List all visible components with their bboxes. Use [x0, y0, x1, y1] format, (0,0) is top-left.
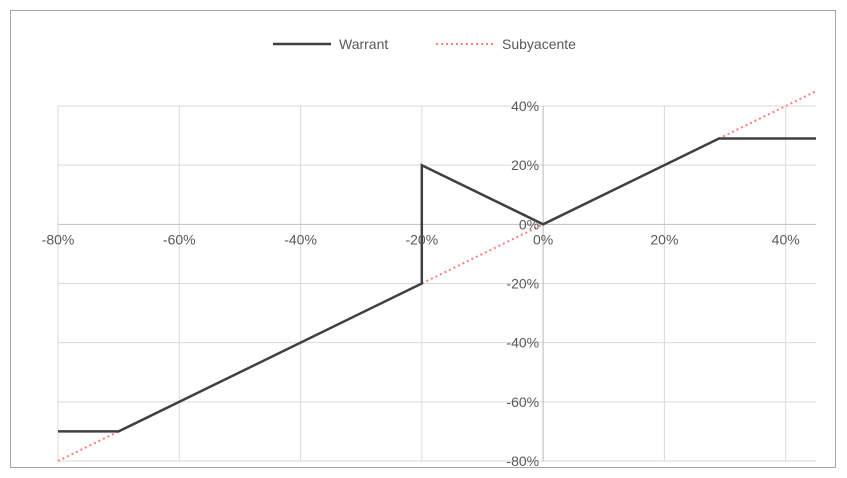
- series-line-warrant: [58, 137, 816, 433]
- x-tick-label: -20%: [405, 231, 438, 247]
- y-tick-label: 0%: [519, 216, 539, 232]
- grid: [57, 105, 816, 462]
- x-tick-label: 40%: [772, 231, 800, 247]
- legend-label: Warrant: [339, 36, 388, 52]
- x-tick-label: -60%: [163, 231, 196, 247]
- legend: Warrant Subyacente: [273, 36, 576, 52]
- x-tick-label: 0%: [533, 231, 553, 247]
- x-tick-label: -40%: [284, 231, 317, 247]
- x-axis-ticks: -80% -60% -40% -20% 0% 20% 40%: [42, 231, 800, 247]
- legend-label: Subyacente: [502, 36, 576, 52]
- chart: -80% -60% -40% -20% 0% 20% 40% 40% 20% 0% -20% -40…: [42, 36, 817, 469]
- y-tick-label: 20%: [511, 157, 539, 173]
- x-tick-label: 20%: [650, 231, 678, 247]
- series-layer: [57, 90, 817, 462]
- chart-frame: -80% -60% -40% -20% 0% 20% 40% 40% 20% 0% -20% -40…: [10, 10, 836, 469]
- y-tick-label: -40%: [506, 335, 539, 351]
- y-tick-label: -20%: [506, 276, 539, 292]
- y-axis-ticks: 40% 20% 0% -20% -40% -60% -80%: [506, 98, 539, 469]
- y-tick-label: 40%: [511, 98, 539, 114]
- y-tick-label: -80%: [506, 453, 539, 469]
- y-tick-label: -60%: [506, 394, 539, 410]
- x-tick-label: -80%: [42, 231, 75, 247]
